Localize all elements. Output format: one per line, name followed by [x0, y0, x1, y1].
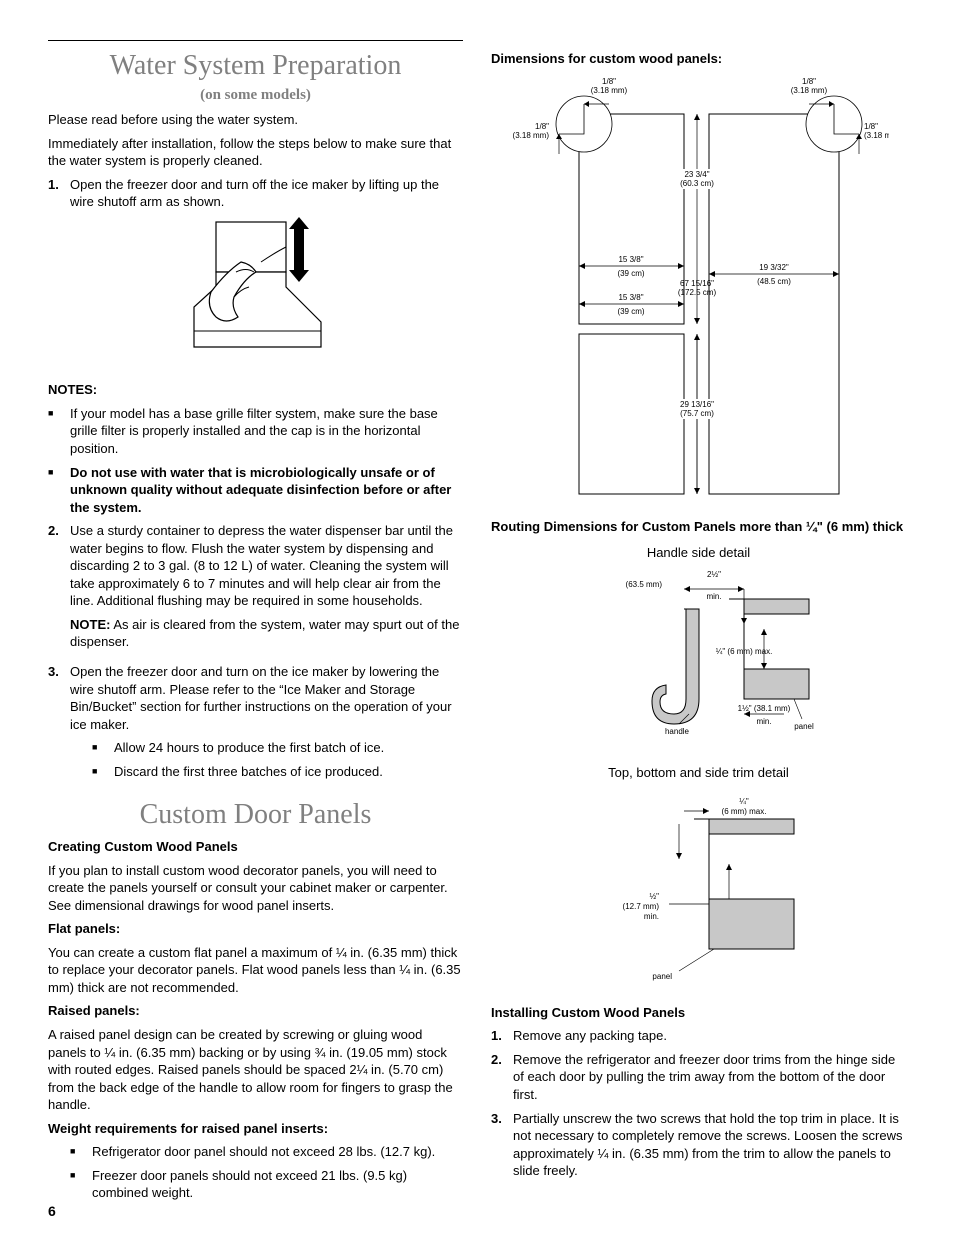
install-steps: 1.Remove any packing tape. 2.Remove the … — [491, 1027, 906, 1179]
step-note: NOTE: As air is cleared from the system,… — [70, 616, 463, 651]
svg-text:panel: panel — [794, 722, 814, 731]
notes-list: If your model has a base grille filter s… — [48, 405, 463, 516]
note-label: NOTE: — [70, 617, 110, 632]
heading-dimensions: Dimensions for custom wood panels: — [491, 50, 906, 68]
step-2: 2. Use a sturdy container to depress the… — [48, 522, 463, 657]
section-title-water: Water System Preparation — [48, 47, 463, 85]
install-step: 1.Remove any packing tape. — [491, 1027, 906, 1045]
intro-para-2: Immediately after installation, follow t… — [48, 135, 463, 170]
note-item: Do not use with water that is microbiolo… — [48, 464, 463, 517]
svg-text:(3.18 mm): (3.18 mm) — [512, 131, 549, 140]
rule — [48, 40, 463, 41]
svg-text:1/8": 1/8" — [864, 122, 878, 131]
step-3: 3. Open the freezer door and turn on the… — [48, 663, 463, 786]
svg-text:(60.3 cm): (60.3 cm) — [680, 179, 714, 188]
page-number: 6 — [48, 1202, 56, 1221]
intro-para-1: Please read before using the water syste… — [48, 111, 463, 129]
weight-item: Refrigerator door panel should not excee… — [70, 1143, 463, 1161]
steps-list: 1. Open the freezer door and turn off th… — [48, 176, 463, 211]
heading-routing: Routing Dimensions for Custom Panels mor… — [491, 518, 906, 536]
caption-handle: Handle side detail — [491, 544, 906, 562]
svg-text:1/8": 1/8" — [802, 77, 816, 86]
para-flat: You can create a custom flat panel a max… — [48, 944, 463, 997]
two-column-layout: Water System Preparation (on some models… — [48, 40, 906, 1208]
subheading-create: Creating Custom Wood Panels — [48, 838, 463, 856]
subheading-raised: Raised panels: — [48, 1002, 463, 1020]
note-body: As air is cleared from the system, water… — [70, 617, 459, 650]
svg-text:(3.18 mm): (3.18 mm) — [590, 86, 627, 95]
svg-text:(3.18 mm): (3.18 mm) — [790, 86, 827, 95]
substep: Discard the first three batches of ice p… — [92, 763, 463, 781]
svg-text:1/8": 1/8" — [602, 77, 616, 86]
steps-list-2: 2. Use a sturdy container to depress the… — [48, 522, 463, 786]
svg-text:(75.7 cm): (75.7 cm) — [680, 409, 714, 418]
svg-text:panel: panel — [652, 972, 672, 981]
svg-text:19 3/32": 19 3/32" — [759, 263, 789, 272]
svg-text:1½" (38.1 mm): 1½" (38.1 mm) — [737, 704, 790, 713]
svg-text:min.: min. — [643, 912, 658, 921]
substeps: Allow 24 hours to produce the first batc… — [92, 739, 463, 780]
left-column: Water System Preparation (on some models… — [48, 40, 463, 1208]
svg-text:¼": ¼" — [739, 797, 749, 806]
para-raised: A raised panel design can be created by … — [48, 1026, 463, 1114]
weight-list: Refrigerator door panel should not excee… — [70, 1143, 463, 1202]
subheading-flat: Flat panels: — [48, 920, 463, 938]
svg-text:67 15/16": 67 15/16" — [680, 279, 714, 288]
weight-item: Freezer door panels should not exceed 21… — [70, 1167, 463, 1202]
svg-text:2½": 2½" — [707, 570, 721, 579]
svg-text:¼" (6 mm) max.: ¼" (6 mm) max. — [715, 647, 772, 656]
step-1: 1. Open the freezer door and turn off th… — [48, 176, 463, 211]
panel-dimensions-figure: 1/8" (3.18 mm) 1/8" (3.18 mm) 1/8" (3.18… — [491, 74, 906, 509]
svg-text:(63.5 mm): (63.5 mm) — [625, 580, 662, 589]
notes-heading: NOTES: — [48, 381, 463, 399]
note-text: Do not use with water that is microbiolo… — [70, 464, 463, 517]
note-text: If your model has a base grille filter s… — [70, 405, 463, 458]
svg-text:(12.7 mm): (12.7 mm) — [622, 902, 659, 911]
svg-text:(172.5 cm): (172.5 cm) — [677, 288, 716, 297]
install-step: 3.Partially unscrew the two screws that … — [491, 1110, 906, 1180]
ice-maker-figure — [48, 217, 463, 372]
ice-maker-icon — [156, 217, 356, 367]
svg-text:(39 cm): (39 cm) — [617, 307, 644, 316]
svg-text:min.: min. — [756, 717, 771, 726]
step-body: Use a sturdy container to depress the wa… — [70, 522, 463, 657]
step-text: Open the freezer door and turn off the i… — [70, 176, 463, 211]
install-step: 2.Remove the refrigerator and freezer do… — [491, 1051, 906, 1104]
trim-detail-figure: ¼" (6 mm) max. ½" (12.7 mm) min. panel — [491, 789, 906, 994]
trim-detail-icon: ¼" (6 mm) max. ½" (12.7 mm) min. panel — [584, 789, 814, 989]
svg-text:(6 mm) max.: (6 mm) max. — [721, 807, 766, 816]
svg-text:handle: handle — [664, 727, 689, 736]
panel-dimensions-diagram-icon: 1/8" (3.18 mm) 1/8" (3.18 mm) 1/8" (3.18… — [509, 74, 889, 504]
step-number: 1. — [48, 176, 70, 211]
svg-text:(48.5 cm): (48.5 cm) — [757, 277, 791, 286]
svg-text:23 3/4": 23 3/4" — [684, 170, 709, 179]
note-item: If your model has a base grille filter s… — [48, 405, 463, 458]
svg-text:½": ½" — [649, 892, 659, 901]
heading-install: Installing Custom Wood Panels — [491, 1004, 906, 1022]
caption-trim: Top, bottom and side trim detail — [491, 764, 906, 782]
svg-text:min.: min. — [706, 592, 721, 601]
section-subtitle: (on some models) — [48, 85, 463, 105]
para-create: If you plan to install custom wood decor… — [48, 862, 463, 915]
step-number: 2. — [48, 522, 70, 657]
handle-detail-icon: 2½" (63.5 mm) min. ¼" (6 mm) max. 1½" (3… — [584, 569, 814, 749]
svg-text:15 3/8": 15 3/8" — [618, 293, 643, 302]
svg-text:1/8": 1/8" — [535, 122, 549, 131]
svg-text:29 13/16": 29 13/16" — [680, 400, 714, 409]
substep: Allow 24 hours to produce the first batc… — [92, 739, 463, 757]
step-body: Open the freezer door and turn on the ic… — [70, 663, 463, 786]
svg-text:(39 cm): (39 cm) — [617, 269, 644, 278]
subheading-weight: Weight requirements for raised panel ins… — [48, 1120, 463, 1138]
step-text: Open the freezer door and turn on the ic… — [70, 664, 452, 732]
svg-text:15 3/8": 15 3/8" — [618, 255, 643, 264]
handle-detail-figure: 2½" (63.5 mm) min. ¼" (6 mm) max. 1½" (3… — [491, 569, 906, 754]
section-title-panels: Custom Door Panels — [48, 796, 463, 834]
right-column: Dimensions for custom wood panels: 1/8" … — [491, 40, 906, 1208]
step-number: 3. — [48, 663, 70, 786]
svg-text:(3.18 mm): (3.18 mm) — [864, 131, 889, 140]
step-text: Use a sturdy container to depress the wa… — [70, 523, 453, 608]
